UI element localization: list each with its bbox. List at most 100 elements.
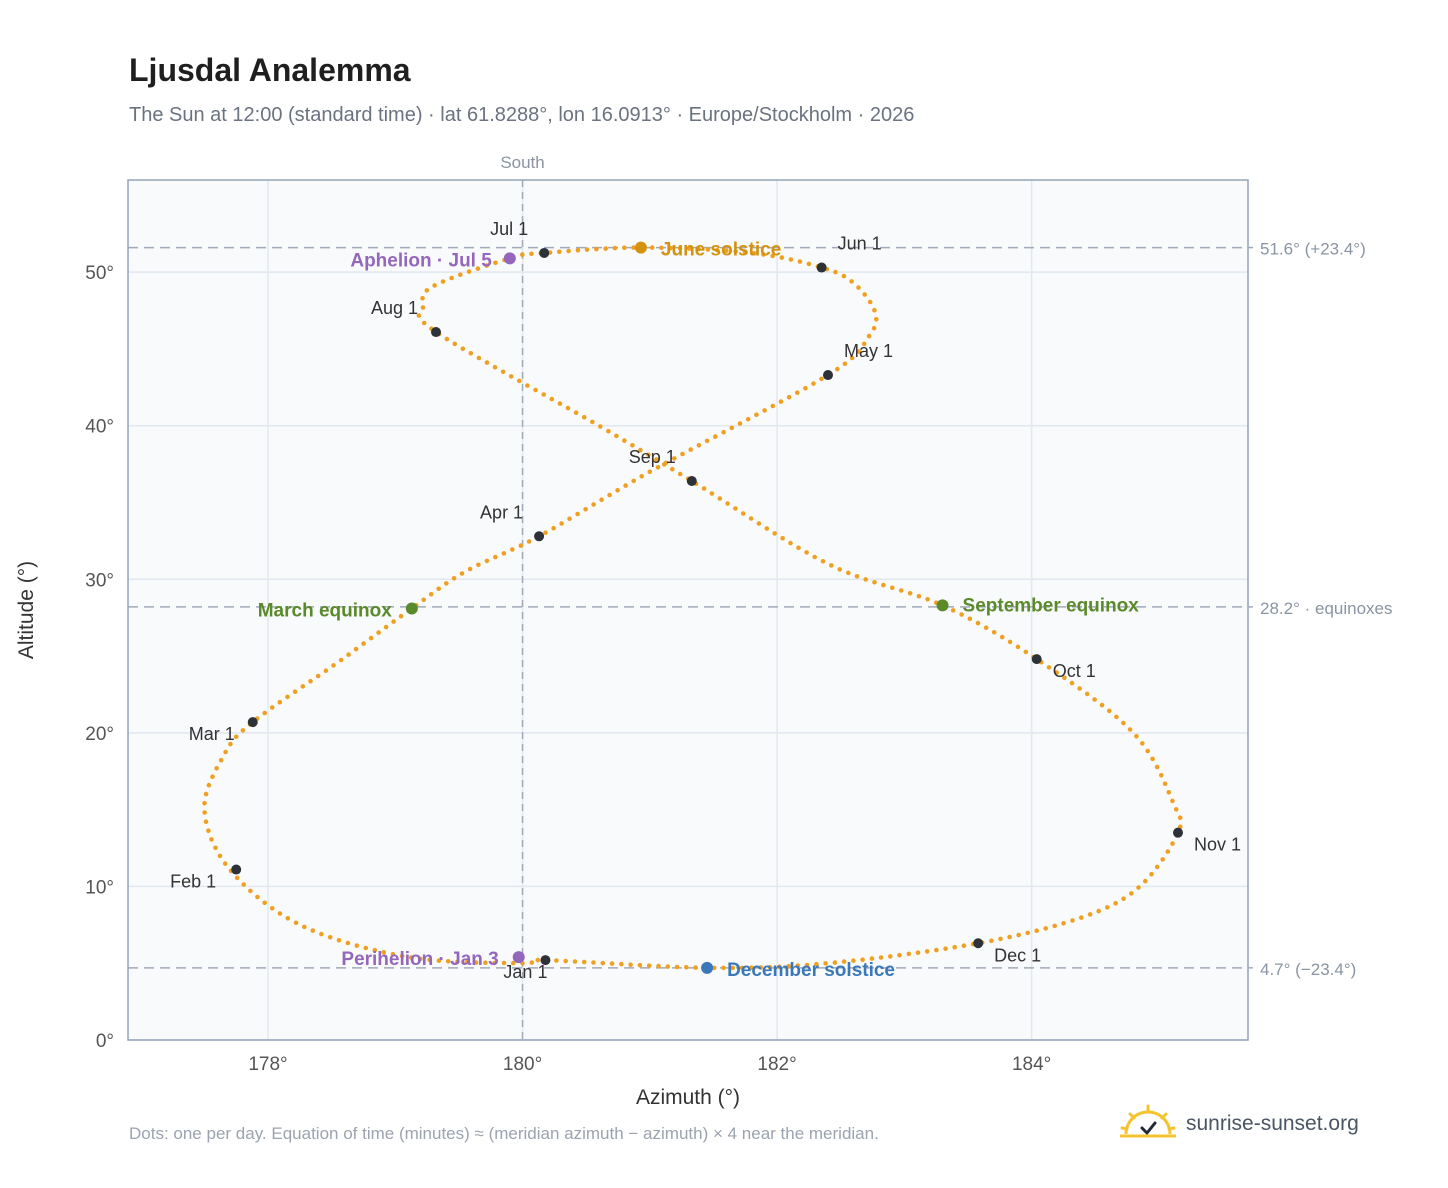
- daily-dot: [1061, 921, 1066, 926]
- daily-dot: [222, 861, 228, 866]
- daily-dot: [526, 539, 532, 544]
- daily-dot: [1062, 675, 1067, 681]
- daily-dot: [1007, 639, 1013, 645]
- daily-dot: [829, 563, 834, 568]
- daily-dot: [455, 959, 460, 965]
- daily-dot: [315, 673, 321, 679]
- event-marker-dot: [405, 602, 418, 615]
- daily-dot: [424, 288, 430, 293]
- daily-dot: [510, 547, 515, 552]
- daily-dot: [1069, 680, 1075, 686]
- daily-dot: [581, 959, 587, 965]
- daily-dot: [493, 554, 498, 560]
- daily-dot: [646, 963, 652, 968]
- daily-dot: [1177, 815, 1183, 820]
- daily-dot: [416, 313, 422, 318]
- daily-dot: [796, 545, 801, 551]
- daily-dot: [501, 960, 507, 966]
- daily-dot: [1173, 807, 1179, 812]
- daily-dot: [786, 963, 791, 969]
- daily-dot: [493, 260, 498, 266]
- daily-dot: [420, 296, 425, 301]
- daily-dot: [444, 581, 449, 586]
- daily-dot: [599, 497, 604, 503]
- daily-dot: [581, 415, 587, 420]
- daily-dot: [711, 965, 717, 971]
- daily-dot: [1023, 649, 1029, 655]
- brand-link[interactable]: sunrise-sunset.org: [1186, 1112, 1359, 1135]
- daily-dot: [729, 425, 735, 431]
- x-axis-title: Azimuth (°): [636, 1086, 740, 1109]
- daily-dot: [1025, 930, 1030, 936]
- daily-dot: [1134, 734, 1139, 739]
- y-tick-label: 20°: [85, 724, 114, 745]
- daily-dot: [444, 336, 450, 342]
- daily-dot: [756, 521, 762, 526]
- daily-dot: [837, 567, 842, 572]
- daily-dot: [399, 953, 405, 959]
- daily-dot: [725, 501, 730, 506]
- daily-dot: [557, 249, 562, 254]
- daily-dot: [223, 749, 228, 755]
- daily-dot: [674, 964, 680, 970]
- y-tick-label: 50°: [85, 263, 114, 284]
- daily-dot: [584, 247, 590, 252]
- daily-dot: [778, 399, 784, 404]
- daily-dot: [1121, 896, 1126, 901]
- daily-dot: [975, 620, 981, 626]
- daily-dot: [1143, 878, 1148, 884]
- daily-dot: [934, 947, 939, 953]
- daily-dot: [535, 957, 541, 963]
- reference-line-label: 4.7° (−23.4°): [1260, 960, 1356, 979]
- daily-dot: [590, 419, 595, 425]
- daily-dot: [557, 401, 563, 406]
- daily-dot: [849, 279, 854, 284]
- daily-dot: [779, 255, 785, 260]
- daily-dot: [662, 462, 667, 467]
- daily-dot: [203, 791, 209, 797]
- month-marker-dot: [539, 247, 550, 258]
- daily-dot: [420, 305, 426, 310]
- daily-dot: [551, 525, 556, 531]
- daily-dot: [460, 346, 466, 352]
- daily-dot: [1136, 885, 1141, 890]
- daily-dot: [213, 845, 218, 851]
- daily-dot: [327, 935, 333, 940]
- daily-dot: [1145, 748, 1150, 754]
- daily-dot: [1114, 714, 1119, 720]
- daily-dot: [1105, 905, 1110, 910]
- event-marker-label: Aphelion · Jul 5: [350, 250, 492, 271]
- daily-dot: [749, 965, 754, 970]
- daily-dot: [906, 951, 912, 957]
- y-axis-title: Altitude (°): [15, 561, 38, 659]
- brand[interactable]: sunrise-sunset.org: [1120, 1104, 1359, 1144]
- daily-dot: [615, 488, 620, 493]
- daily-dot: [563, 958, 568, 964]
- daily-dot: [1113, 901, 1118, 906]
- plot-frame: [127, 179, 1249, 1041]
- meridian-label: South: [500, 153, 544, 172]
- y-tick-label: 0°: [96, 1031, 114, 1052]
- daily-dot: [952, 944, 957, 950]
- daily-dot: [1140, 741, 1145, 746]
- daily-dot: [1154, 864, 1160, 870]
- daily-dot: [751, 251, 757, 256]
- daily-dot: [959, 612, 964, 617]
- daily-dot: [701, 486, 707, 491]
- daily-dot: [390, 951, 396, 957]
- month-marker-label: Mar 1: [189, 724, 235, 744]
- daily-dot: [862, 292, 867, 297]
- daily-dot: [846, 570, 851, 576]
- daily-dot: [285, 916, 291, 921]
- daily-dot: [717, 496, 723, 501]
- daily-dot: [436, 958, 442, 963]
- daily-dot: [421, 597, 427, 603]
- daily-dot: [680, 451, 685, 457]
- daily-dot: [925, 597, 930, 602]
- daily-dot: [833, 269, 838, 275]
- daily-dot: [308, 678, 313, 684]
- daily-dot: [1149, 871, 1154, 877]
- daily-dot: [248, 888, 253, 894]
- daily-dot: [742, 250, 748, 255]
- daily-dot: [856, 349, 862, 354]
